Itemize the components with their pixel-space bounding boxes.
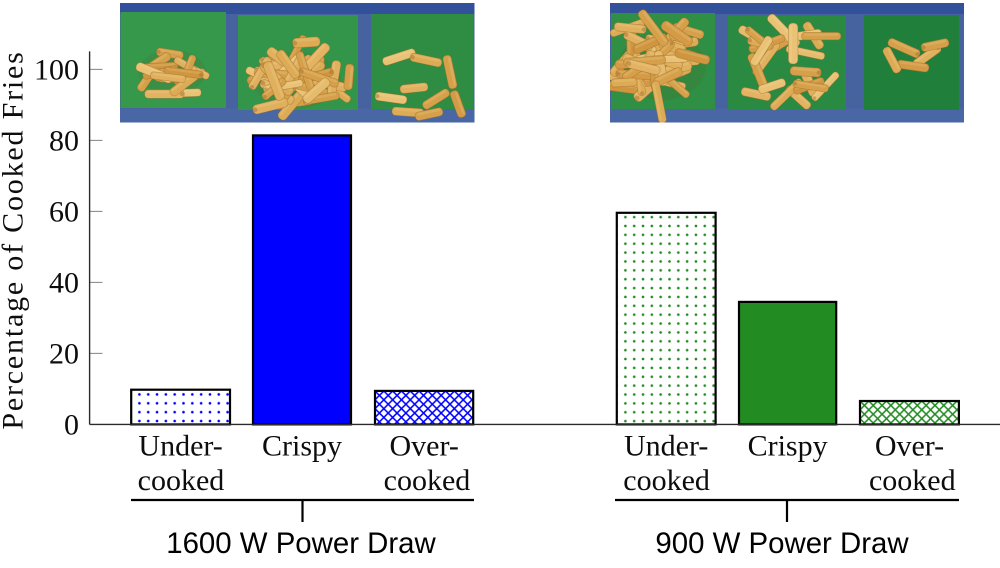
svg-text:cooked: cooked: [138, 464, 225, 497]
svg-text:Crispy: Crispy: [262, 430, 342, 463]
svg-text:20: 20: [49, 337, 79, 370]
svg-text:100: 100: [34, 53, 79, 86]
svg-text:60: 60: [49, 195, 79, 228]
svg-text:Over-: Over-: [875, 430, 944, 463]
svg-text:40: 40: [49, 266, 79, 299]
svg-text:Under-: Under-: [624, 430, 708, 463]
svg-text:1600 W Power Draw: 1600 W Power Draw: [166, 527, 436, 560]
svg-text:cooked: cooked: [869, 464, 956, 497]
svg-text:80: 80: [49, 124, 79, 157]
svg-text:900 W Power Draw: 900 W Power Draw: [655, 527, 909, 560]
svg-text:0: 0: [64, 408, 79, 441]
svg-text:Over-: Over-: [390, 430, 459, 463]
svg-text:Percentage of Cooked Fries: Percentage of Cooked Fries: [0, 50, 30, 429]
svg-text:Crispy: Crispy: [748, 430, 828, 463]
svg-text:cooked: cooked: [623, 464, 710, 497]
svg-text:Under-: Under-: [138, 430, 222, 463]
svg-text:cooked: cooked: [384, 464, 471, 497]
